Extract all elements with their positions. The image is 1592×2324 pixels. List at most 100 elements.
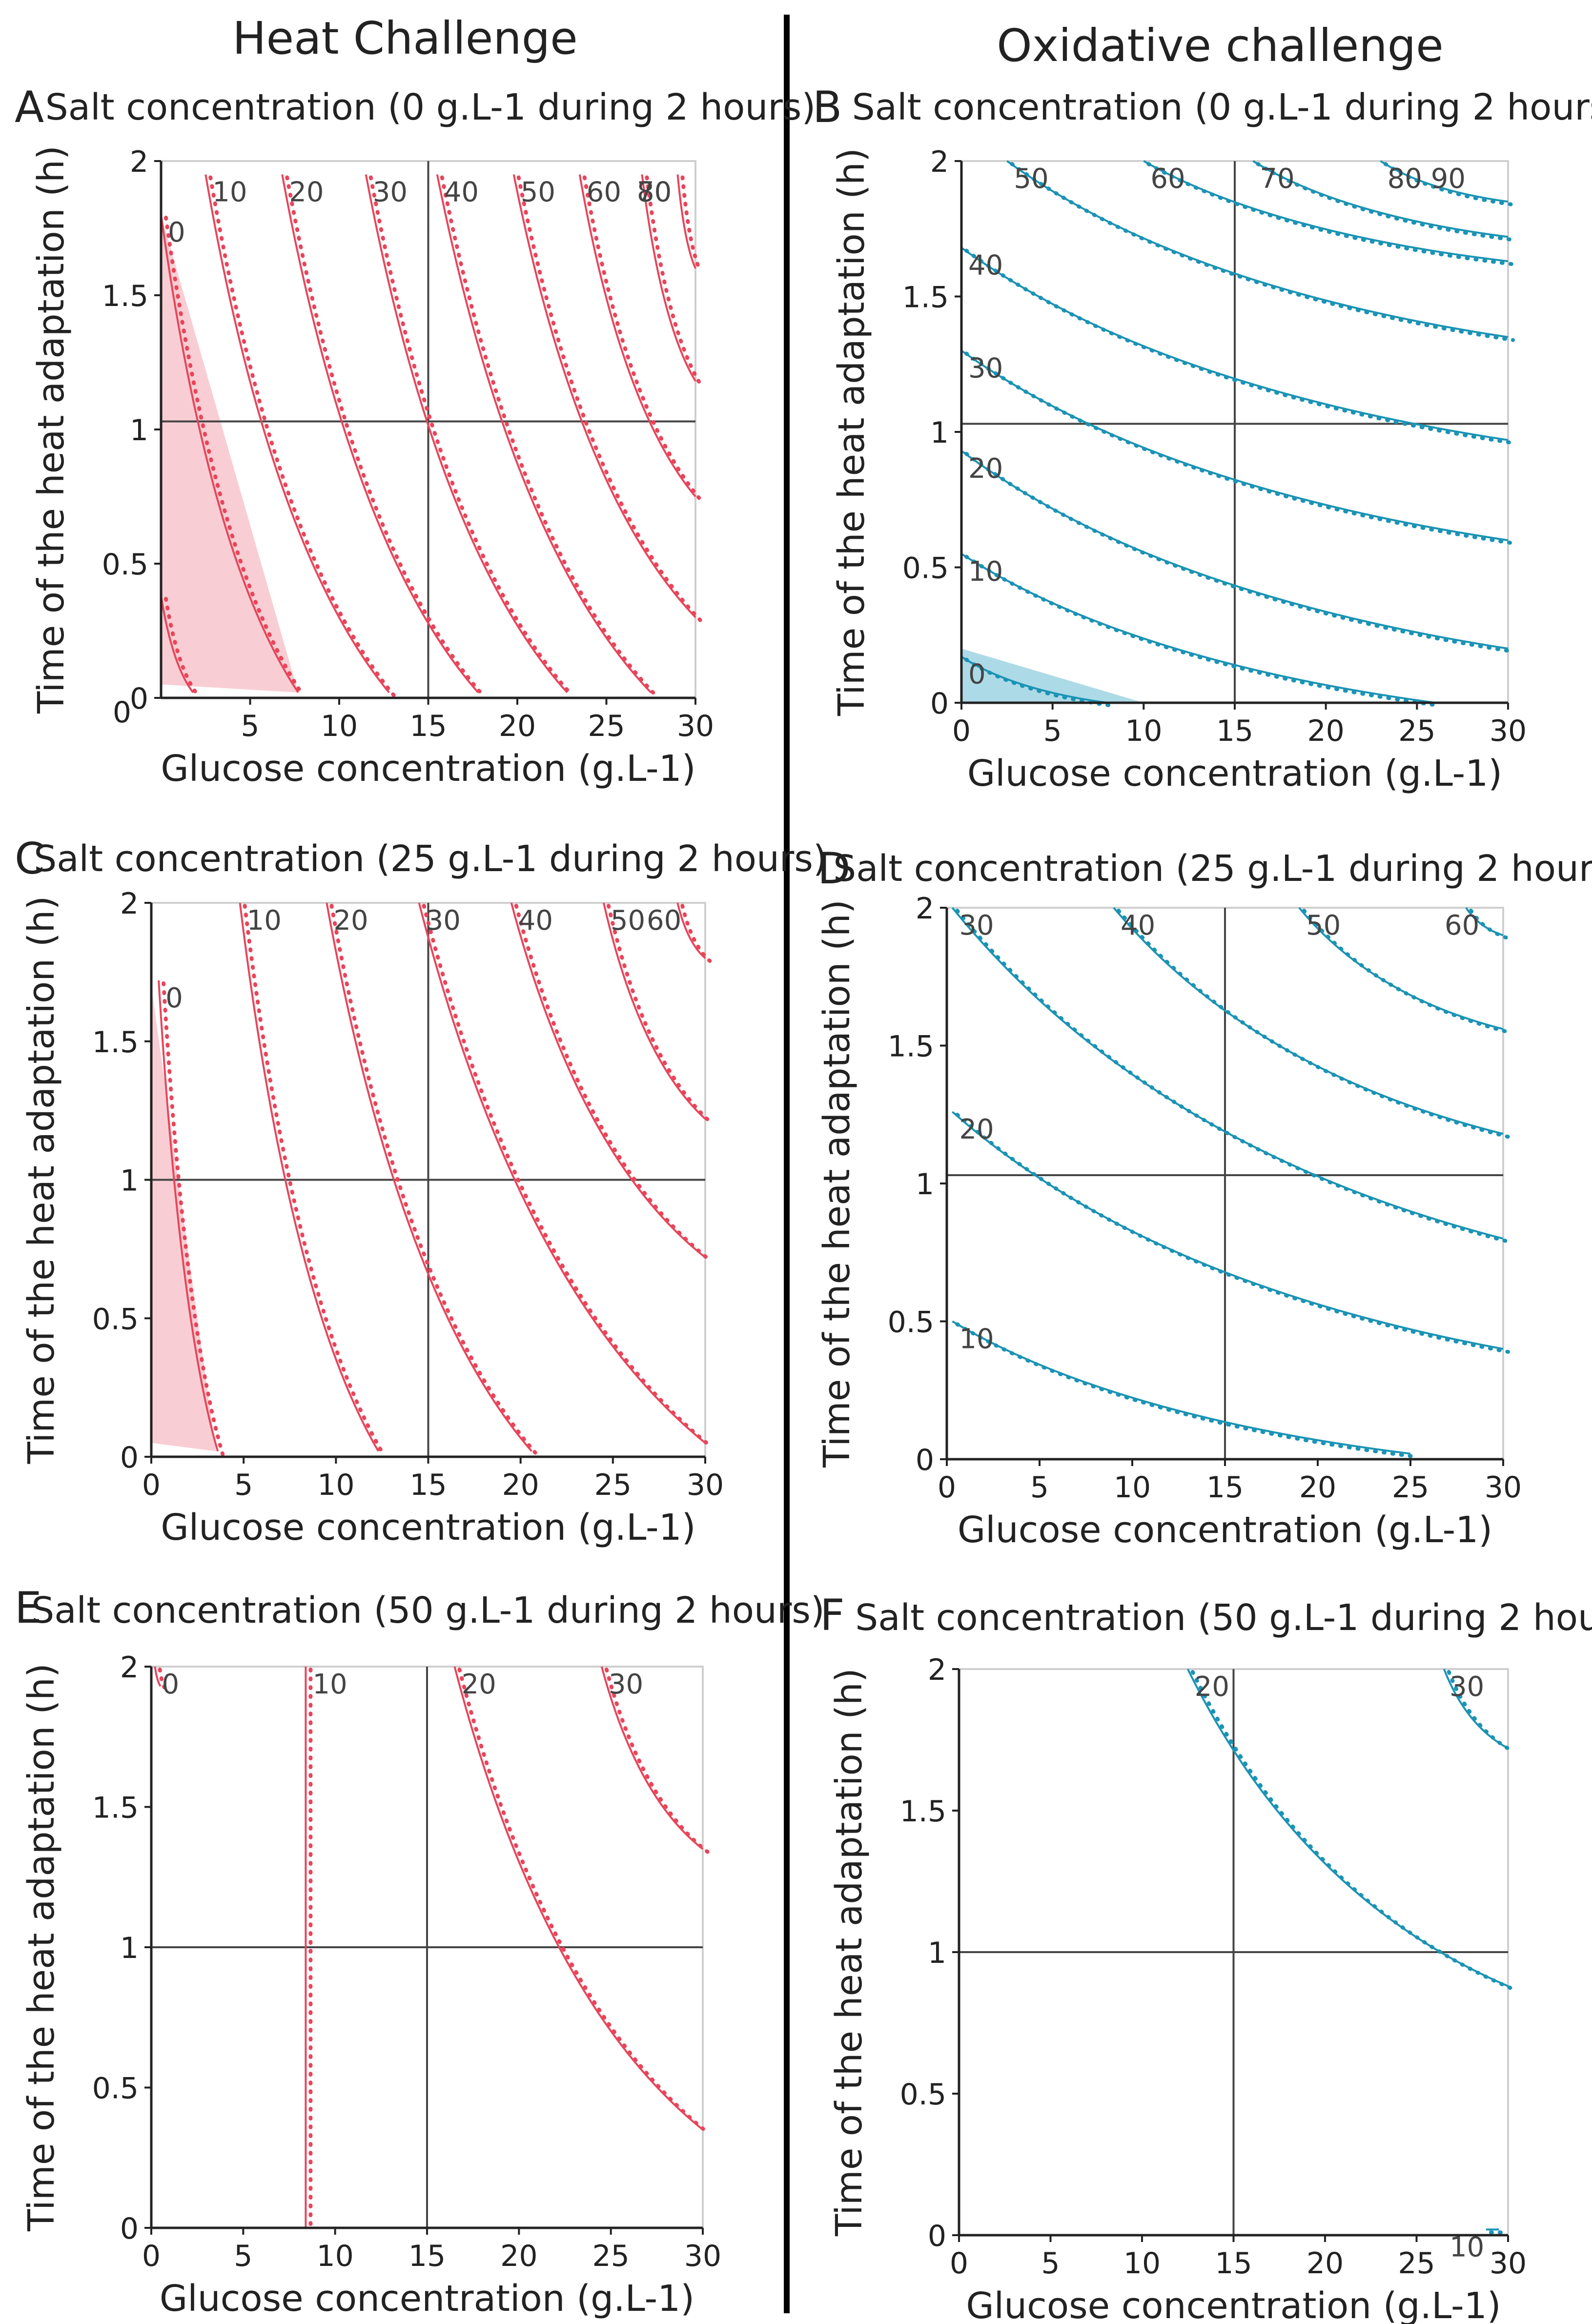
y-tick-label-C-0: 0 (120, 1441, 139, 1475)
chart-title-B: Salt concentration (0 g.L-1 during 2 hou… (852, 86, 1592, 128)
x-tick-label-A-2: 15 (409, 709, 447, 743)
contour-dots-B-4 (964, 248, 1515, 445)
y-tick-label-C-4: 2 (120, 887, 139, 921)
x-tick-label-E-6: 30 (684, 2239, 721, 2273)
contour-dots-B-3 (964, 351, 1515, 545)
shaded-region-A (161, 215, 299, 693)
y-axis-label-D: Time of the heat adaptation (h) (816, 899, 858, 1468)
y-tick-label-F-0: 0 (928, 2219, 946, 2253)
shaded-region-B (961, 649, 1144, 703)
y-tick-label-E-2: 1 (120, 1931, 139, 1965)
contour-dots-A-7 (582, 175, 702, 502)
contour-label-F-0: 10 (1449, 2231, 1484, 2263)
contour-label-F-2: 30 (1449, 1671, 1484, 1703)
contour-line-A-0 (160, 214, 299, 693)
y-axis-label-B: Time of the heat adaptation (h) (831, 148, 873, 716)
y-tick-label-A-4: 2 (130, 145, 148, 179)
contour-dots-B-5 (1010, 162, 1515, 342)
contour-label-D-5: 60 (1445, 910, 1479, 941)
x-tick-label-A-0: 5 (241, 709, 259, 743)
contour-line-C-1 (239, 902, 380, 1452)
x-tick-label-B-4: 20 (1307, 714, 1344, 748)
contour-label-B-3: 30 (968, 353, 1003, 385)
contour-dots-B-7 (1256, 162, 1515, 242)
y-tick-label-B-2: 1 (930, 416, 949, 450)
column-title-heat: Heat Challenge (232, 12, 577, 64)
x-tick-label-D-2: 10 (1114, 1470, 1151, 1505)
y-tick-label-D-4: 2 (916, 892, 934, 926)
contour-label-A-5: 40 (444, 177, 479, 208)
y-tick-label-F-3: 1.5 (900, 1794, 946, 1829)
contour-label-C-6: 60 (647, 905, 681, 937)
contour-dots-B-6 (1146, 162, 1515, 266)
x-tick-label-C-5: 25 (594, 1468, 632, 1502)
x-axis-label-C: Glucose concentration (g.L-1) (161, 1507, 695, 1549)
x-tick-label-E-2: 10 (316, 2239, 353, 2273)
contour-dots-D-5 (1469, 909, 1510, 940)
contour-dots-C-6 (680, 904, 712, 963)
y-axis-label-F: Time of the heat adaptation (h) (828, 1668, 870, 2237)
contour-dots-C-0 (162, 981, 225, 1456)
y-tick-label-E-1: 0.5 (92, 2072, 139, 2106)
contour-label-A-8: 70 (637, 177, 672, 208)
contour-dots-F-1 (1190, 1670, 1515, 1991)
contour-label-C-5: 50 (611, 905, 645, 937)
chart-B: B Salt concentration (0 g.L-1 during 2 ho… (813, 82, 1592, 795)
contour-label-B-2: 20 (968, 453, 1003, 485)
contour-line-E-2 (453, 1666, 704, 2131)
y-tick-label-D-3: 1.5 (888, 1030, 934, 1064)
contour-label-B-4: 40 (968, 250, 1003, 282)
contour-dots-D-4 (1302, 909, 1510, 1034)
contour-line-A-2 (204, 174, 390, 693)
contour-line-A-8 (641, 174, 696, 382)
y-tick-label-C-3: 1.5 (92, 1025, 139, 1060)
contour-dots-D-0 (955, 1322, 1417, 1459)
x-tick-label-D-6: 30 (1485, 1470, 1522, 1505)
x-tick-label-F-2: 10 (1123, 2246, 1161, 2281)
y-tick-label-A-0: 0 (130, 682, 148, 716)
contour-dots-E-0 (158, 1668, 167, 1692)
contour-dots-A-2 (208, 175, 396, 697)
contour-dots-E-2 (457, 1668, 710, 2135)
y-tick-label-F-4: 2 (928, 1653, 946, 1687)
contour-line-D-2 (951, 907, 1504, 1240)
contour-label-A-4: 30 (373, 177, 408, 208)
contour-label-D-2: 30 (959, 910, 994, 941)
x-tick-label-A-1: 10 (321, 709, 358, 743)
contour-dots-D-2 (955, 909, 1510, 1244)
contour-label-D-4: 50 (1306, 910, 1341, 941)
x-tick-label-B-0: 0 (952, 714, 971, 748)
contour-dots-A-4 (368, 175, 574, 697)
contour-dots-C-5 (606, 904, 712, 1124)
x-tick-label-D-3: 15 (1206, 1470, 1244, 1505)
contour-label-B-6: 60 (1150, 163, 1185, 195)
x-tick-label-D-4: 20 (1299, 1470, 1336, 1505)
chart-A: A Salt concentration (0 g.L-1 during 2 ho… (15, 82, 816, 790)
panel-letter-D: D (817, 843, 851, 894)
chart-F: F Salt concentration (50 g.L-1 during 2 h… (820, 1590, 1592, 2324)
contour-dots-D-1 (955, 1113, 1510, 1354)
contour-dots-A-3 (285, 175, 485, 697)
contour-label-C-0: 0 (165, 982, 183, 1014)
contour-label-D-1: 20 (959, 1114, 994, 1145)
x-tick-label-F-4: 20 (1306, 2246, 1344, 2281)
contour-dots-A-8 (645, 175, 702, 386)
contour-line-B-7 (1252, 160, 1509, 238)
contour-label-A-6: 50 (521, 177, 555, 208)
y-tick-label-E-0: 0 (120, 2212, 139, 2246)
y-tick-label-B-0: 0 (930, 687, 949, 721)
x-tick-label-A-3: 20 (499, 709, 536, 743)
contour-dots-A-9 (680, 175, 702, 273)
contour-dots-C-3 (422, 904, 712, 1448)
contour-line-D-0 (952, 1320, 1411, 1455)
x-tick-label-E-3: 15 (408, 2239, 446, 2273)
x-tick-label-C-4: 20 (502, 1468, 539, 1502)
contour-line-F-1 (1186, 1669, 1509, 1987)
y-tick-label-A-1: 0.5 (102, 548, 148, 582)
contour-label-B-8: 80 90 (1388, 163, 1466, 195)
chart-title-A: Salt concentration (0 g.L-1 during 2 hou… (45, 86, 816, 128)
contour-line-C-4 (510, 902, 706, 1258)
contour-line-B-6 (1143, 160, 1509, 263)
